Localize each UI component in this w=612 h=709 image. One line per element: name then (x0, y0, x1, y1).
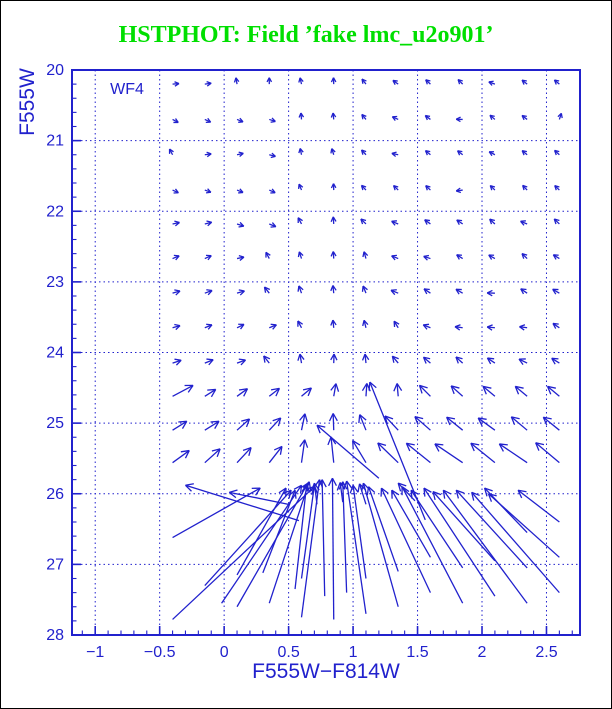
x-tick-label: −0.5 (144, 644, 176, 661)
x-tick-label: 1.5 (406, 644, 428, 661)
y-tick-label: 25 (46, 415, 64, 432)
chart-title: HSTPHOT: Field ’fake lmc_u2o901’ (119, 22, 494, 48)
x-tick-label: 0.5 (277, 644, 299, 661)
y-axis-label: F555W (16, 68, 39, 136)
y-tick-label: 24 (46, 345, 64, 362)
y-tick-label: 27 (46, 556, 64, 573)
plot-box-frame (71, 69, 581, 636)
y-tick-label: 23 (46, 274, 64, 291)
y-tick-label: 28 (46, 627, 64, 644)
x-tick-label: 2.5 (535, 644, 557, 661)
chip-annotation: WF4 (110, 81, 144, 98)
y-tick-label: 26 (46, 486, 64, 503)
tick-labels: −1 −0.5 0 0.5 1 1.5 2 2.5 20 21 22 23 24 25 26 27 28 (46, 62, 557, 661)
x-axis-label: F555W−F814W (252, 660, 400, 683)
x-tick-label: −1 (86, 644, 104, 661)
y-tick-label: 22 (46, 203, 64, 220)
x-tick-label: 0 (220, 644, 229, 661)
y-tick-label: 20 (46, 62, 64, 79)
x-tick-label: 1 (349, 644, 358, 661)
y-tick-label: 21 (46, 133, 64, 150)
x-tick-label: 2 (478, 644, 487, 661)
vector-field-arrows (168, 77, 563, 620)
